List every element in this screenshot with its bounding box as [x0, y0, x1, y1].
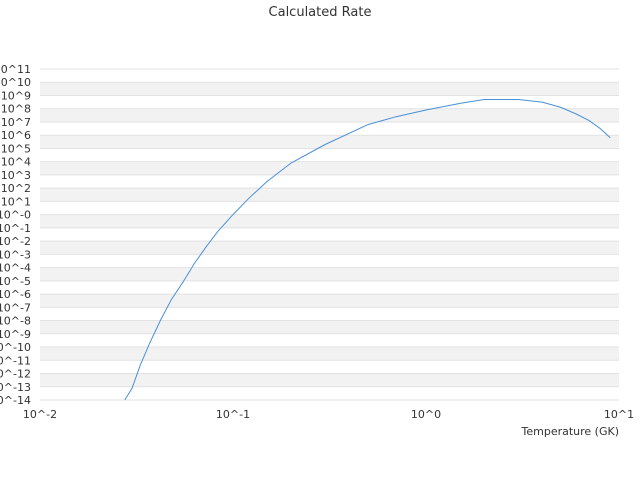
y-axis: 10^-1410^-1310^-1210^-1110^-1010^-910^-8…	[0, 63, 31, 407]
y-tick-label: 10^-7	[0, 301, 31, 314]
grid-band	[40, 135, 619, 149]
x-tick-label: 10^-1	[216, 408, 250, 421]
y-tick-label: 10^1	[1, 195, 31, 208]
y-tick-label: 10^9	[1, 89, 31, 102]
series-group	[124, 99, 611, 400]
y-tick-label: 10^3	[1, 169, 31, 182]
x-tick-label: 10^1	[604, 408, 634, 421]
grid-band	[40, 188, 619, 202]
x-axis: 10^-2 10^-1 10^0 10^1	[23, 408, 634, 421]
grid-band	[40, 241, 619, 255]
y-tick-label: 10^-3	[0, 248, 31, 261]
y-tick-label: 10^-8	[0, 315, 31, 328]
grid-band	[40, 373, 619, 387]
y-tick-label: 10^-13	[0, 381, 31, 394]
grid-band	[40, 214, 619, 228]
y-tick-label: 10^-6	[0, 288, 31, 301]
grid-band	[40, 294, 619, 308]
y-tick-label: 10^-4	[0, 262, 31, 275]
grid-band	[40, 347, 619, 361]
y-tick-label: 10^-11	[0, 354, 31, 367]
y-tick-label: 10^2	[1, 182, 31, 195]
grid-band	[40, 108, 619, 122]
grid-lines	[40, 68, 619, 401]
y-tick-label: 10^-1	[0, 222, 31, 235]
y-tick-label: 10^-0	[0, 209, 31, 222]
y-tick-label: 10^8	[1, 103, 31, 116]
grid-band	[40, 267, 619, 281]
x-tick-label: 10^0	[411, 408, 441, 421]
x-tick-label: 10^-2	[23, 408, 57, 421]
x-axis-title: Temperature (GK)	[521, 425, 620, 438]
y-tick-label: 10^-5	[0, 275, 31, 288]
grid-band	[40, 320, 619, 334]
y-tick-label: 10^10	[0, 76, 31, 89]
y-tick-label: 10^-2	[0, 235, 31, 248]
y-tick-label: 10^-12	[0, 368, 31, 381]
grid-bands	[40, 82, 619, 387]
series-line	[124, 99, 611, 400]
chart-title: Calculated Rate	[269, 5, 372, 20]
y-tick-label: 10^11	[0, 63, 31, 76]
grid-band	[40, 161, 619, 175]
y-tick-label: 10^-14	[0, 394, 31, 407]
y-tick-label: 10^7	[1, 116, 31, 129]
y-tick-label: 10^5	[1, 142, 31, 155]
grid-band	[40, 82, 619, 96]
y-tick-label: 10^6	[1, 129, 31, 142]
y-tick-label: 10^-10	[0, 341, 31, 354]
y-tick-label: 10^-9	[0, 328, 31, 341]
y-tick-label: 10^4	[1, 156, 31, 169]
